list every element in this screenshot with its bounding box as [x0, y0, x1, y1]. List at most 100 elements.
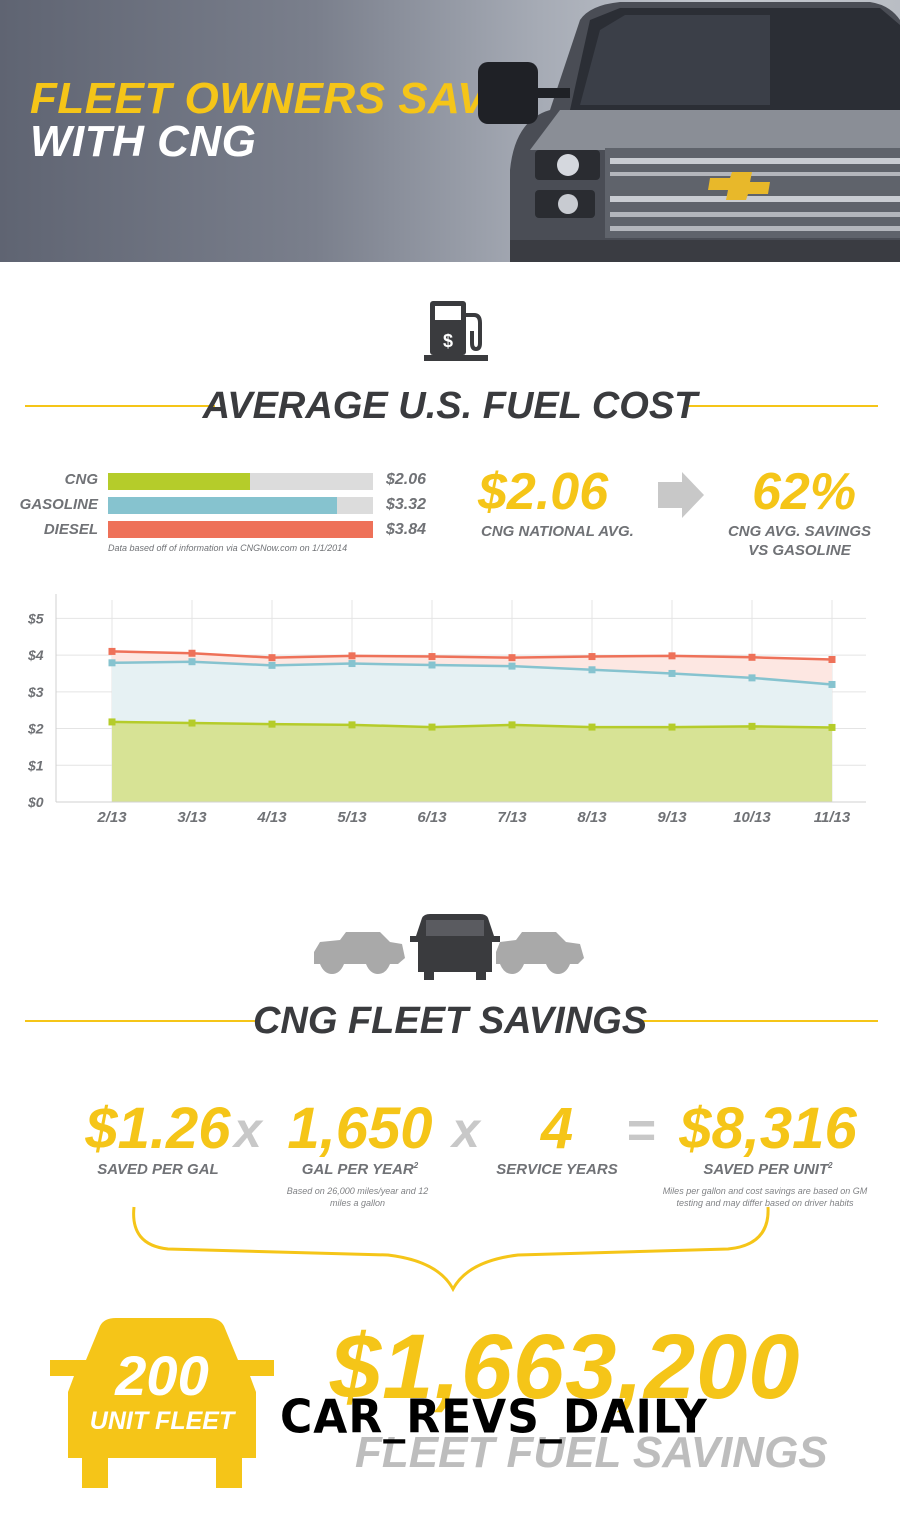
point-cng	[748, 722, 756, 730]
bar-value-diesel: $3.84	[386, 521, 427, 538]
point-diesel	[108, 647, 116, 655]
truck-front-icon	[50, 1318, 274, 1488]
y-tick-label: $5	[27, 610, 44, 626]
bar-fill-diesel	[108, 521, 373, 538]
times-operator-1: x	[234, 1102, 262, 1158]
fleet-total-savings: $1,663,200	[330, 1316, 801, 1418]
title-rule-right	[688, 405, 878, 407]
bar-label-cng: CNG	[64, 471, 98, 488]
saved-per-gal-value: $1.26	[85, 1096, 231, 1161]
truck-photo	[478, 2, 900, 262]
y-tick-label: $1	[27, 757, 44, 773]
watermark: CAR_REVS_DAILY	[280, 1390, 708, 1445]
savings-percent: 62%	[752, 463, 857, 521]
point-cng	[588, 723, 596, 731]
fuel-section-title: AVERAGE U.S. FUEL COST	[202, 385, 698, 427]
fleet-units-label: UNIT FLEET	[89, 1407, 235, 1435]
point-cng	[828, 723, 836, 731]
line-diesel	[111, 650, 833, 661]
point-gasoline	[428, 661, 436, 669]
point-cng	[668, 723, 676, 731]
point-gasoline	[748, 674, 756, 682]
fleet-units-value: 200	[115, 1344, 209, 1407]
x-tick-label: 8/13	[577, 809, 607, 826]
point-diesel	[188, 649, 196, 657]
header-title-line2: WITH CNG	[30, 117, 257, 166]
point-gasoline	[508, 662, 516, 670]
bar-value-gasoline: $3.32	[386, 496, 427, 513]
y-tick-label: $3	[27, 684, 44, 700]
x-tick-label: 2/13	[96, 809, 127, 826]
fleet-total-label: FLEET FUEL SAVINGS	[355, 1428, 828, 1477]
point-gasoline	[188, 658, 196, 666]
fleet-rule-right	[636, 1020, 878, 1022]
fleet-section-title: CNG FLEET SAVINGS	[252, 1000, 648, 1042]
x-tick-label: 7/13	[497, 809, 527, 826]
truck-group-icon	[314, 914, 584, 980]
gal-per-year-note: Based on 26,000 miles/year and 12 miles …	[286, 1186, 429, 1208]
service-years-value: 4	[540, 1096, 574, 1161]
bar-fill-gasoline	[108, 497, 338, 514]
point-diesel	[508, 654, 516, 662]
point-gasoline	[348, 660, 356, 668]
point-cng	[108, 718, 116, 726]
y-tick-label: $0	[27, 794, 44, 810]
bar-source-note: Data based off of information via CNGNow…	[108, 543, 348, 553]
header-banner: FLEET OWNERS SAVE WITH CNG	[0, 0, 900, 262]
point-cng	[428, 723, 436, 731]
bar-track-gasoline	[108, 497, 373, 514]
point-diesel	[828, 655, 836, 663]
point-gasoline	[268, 661, 276, 669]
header-title-line1: FLEET OWNERS SAVE	[30, 74, 517, 123]
service-years-label: SERVICE YEARS	[496, 1161, 618, 1178]
point-cng	[508, 721, 516, 729]
x-tick-label: 9/13	[657, 809, 687, 826]
y-tick-label: $2	[27, 721, 44, 737]
savings-label-line1: CNG AVG. SAVINGS	[727, 523, 872, 540]
fuel-pump-icon: $	[424, 301, 488, 361]
savings-label-line2: VS GASOLINE	[748, 542, 851, 559]
saved-per-gal-label: SAVED PER GAL	[97, 1161, 219, 1178]
bar-track-diesel	[108, 521, 373, 538]
fuel-price-chart: $0 $1 $2 $3 $4 $5 2/13 3/13 4/13 5/13 6/13 7/13 8/13…	[27, 594, 866, 826]
point-gasoline	[668, 669, 676, 677]
x-tick-label: 11/13	[814, 809, 851, 826]
point-gasoline	[108, 659, 116, 667]
times-operator-2: x	[452, 1102, 480, 1158]
fleet-rule-left	[25, 1020, 255, 1022]
point-cng	[348, 721, 356, 729]
point-cng	[188, 719, 196, 727]
area-cng	[112, 721, 832, 802]
right-arrow-icon	[658, 472, 704, 518]
gal-per-year-label: GAL PER YEAR2	[301, 1161, 419, 1178]
title-rule-left	[25, 405, 215, 407]
x-tick-label: 3/13	[177, 809, 207, 826]
gal-per-year-value: 1,650	[287, 1096, 433, 1161]
bar-value-cng: $2.06	[386, 471, 427, 488]
x-tick-label: 6/13	[417, 809, 447, 826]
bar-track-cng	[108, 473, 373, 490]
x-tick-label: 10/13	[733, 809, 771, 826]
saved-per-unit-note: Miles per gallon and cost savings are ba…	[662, 1186, 868, 1208]
x-tick-label: 4/13	[256, 809, 287, 826]
y-tick-label: $4	[27, 647, 44, 663]
point-diesel	[268, 654, 276, 662]
point-diesel	[428, 653, 436, 661]
saved-per-unit-value: $8,316	[679, 1096, 857, 1161]
line-cng	[111, 720, 833, 729]
pump-dollar-symbol: $	[443, 331, 453, 351]
cng-avg-value: $2.06	[478, 463, 609, 521]
point-diesel	[348, 652, 356, 660]
point-gasoline	[828, 680, 836, 688]
point-diesel	[748, 653, 756, 661]
bar-label-gasoline: GASOLINE	[19, 496, 98, 513]
curly-brace-icon	[132, 1206, 770, 1293]
point-cng	[268, 720, 276, 728]
point-gasoline	[588, 666, 596, 674]
point-diesel	[588, 653, 596, 661]
equals-operator: =	[626, 1102, 656, 1158]
line-gasoline	[111, 660, 833, 686]
x-tick-label: 5/13	[337, 809, 367, 826]
cng-avg-label: CNG NATIONAL AVG.	[481, 523, 634, 540]
point-diesel	[668, 652, 676, 660]
